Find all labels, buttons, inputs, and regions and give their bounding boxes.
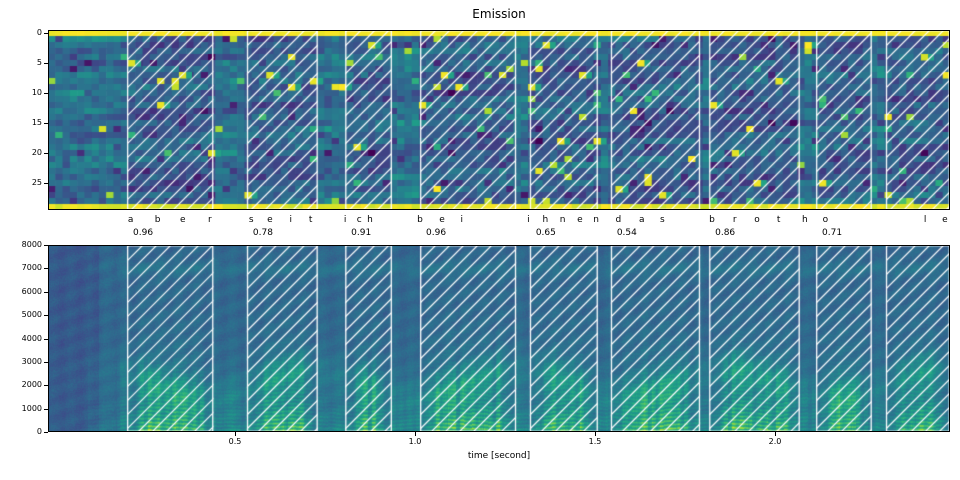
spectrogram-x-tick-mark [235, 432, 236, 436]
spectrogram-y-tick-mark [44, 268, 48, 270]
spectrogram-y-tick-mark [44, 385, 48, 387]
aligned-char-label: e [267, 215, 273, 225]
word-score-label: 0.71 [822, 228, 843, 238]
emission-y-tick-mark [44, 63, 48, 64]
spectrogram-y-tick-label: 6000 [21, 286, 42, 296]
aligned-char-label: d [615, 215, 622, 225]
aligned-char-label: h [802, 215, 808, 225]
spectrogram-x-tick-mark [415, 432, 416, 436]
emission-y-tick-label: 20 [31, 148, 42, 157]
emission-y-tick-mark [44, 123, 48, 124]
aligned-char-label: b [154, 215, 161, 225]
emission-y-tick-label: 15 [31, 118, 42, 127]
x-axis-label: time [second] [467, 451, 531, 461]
emission-y-tick-mark [44, 153, 48, 154]
aligned-char-label: r [732, 215, 737, 225]
emission-plot [48, 30, 950, 210]
emission-y-tick-mark [44, 33, 48, 34]
spectrogram-canvas [48, 245, 950, 432]
aligned-char-label: o [822, 215, 829, 225]
aligned-char-label: n [559, 215, 566, 225]
emission-canvas [48, 30, 950, 210]
aligned-char-label: i [527, 215, 530, 225]
word-score-label: 0.86 [715, 228, 736, 238]
spectrogram-x-tick-label: 1.5 [588, 437, 602, 446]
aligned-char-label: n [593, 215, 599, 225]
aligned-char-label: o [754, 215, 760, 225]
spectrogram-y-tick-label: 2000 [21, 380, 42, 390]
spectrogram-y-tick-mark [44, 361, 48, 363]
aligned-char-label: i [289, 215, 293, 225]
spectrogram-y-tick-mark [44, 291, 48, 293]
aligned-char-label: h [367, 215, 373, 225]
aligned-char-label: b [709, 215, 715, 225]
spectrogram-x-tick-mark [775, 432, 776, 436]
aligned-char-label: s [659, 215, 665, 225]
spectrogram-x-tick-label: 2.0 [768, 437, 782, 446]
word-score-label: 0.54 [616, 228, 637, 238]
aligned-char-label: r [207, 215, 212, 225]
aligned-char-label: h [542, 215, 549, 225]
emission-y-tick-label: 0 [36, 28, 42, 37]
emission-y-tick-mark [44, 93, 48, 94]
spectrogram-y-tick-mark [44, 432, 48, 433]
aligned-char-label: a [639, 215, 645, 225]
emission-y-tick-label: 5 [36, 58, 42, 67]
aligned-char-label: e [439, 215, 445, 225]
word-score-label: 0.91 [351, 228, 372, 238]
spectrogram-x-tick-label: 1.0 [408, 437, 422, 446]
spectrogram-x-tick-mark [595, 432, 596, 436]
spectrogram-y-tick-label: 8000 [21, 240, 42, 249]
spectrogram-y-tick-label: 7000 [21, 263, 42, 273]
spectrogram-y-tick-mark [44, 408, 48, 410]
emission-y-tick-label: 25 [31, 178, 42, 187]
aligned-char-label: c [356, 215, 362, 225]
spectrogram-y-tick-label: 4000 [21, 333, 42, 343]
spectrogram-x-tick-label: 0.5 [228, 437, 242, 446]
aligned-char-label: t [308, 215, 313, 225]
spectrogram-y-tick-mark [44, 245, 48, 246]
spectrogram-y-tick-label: 5000 [21, 310, 42, 320]
aligned-char-label: a [127, 215, 134, 225]
aligned-char-label: e [942, 215, 948, 225]
spectrogram-y-tick-mark [44, 315, 48, 317]
spectrogram-y-tick-mark [44, 338, 48, 340]
word-score-label: 0.65 [535, 228, 556, 238]
spectrogram-y-tick-label: 0 [36, 427, 42, 436]
word-score-label: 0.78 [252, 228, 273, 238]
emission-plot-title: Emission [472, 7, 526, 21]
aligned-char-label: e [577, 215, 583, 225]
aligned-char-label: i [343, 215, 347, 225]
word-score-label: 0.96 [133, 228, 154, 238]
emission-y-tick-label: 10 [31, 88, 42, 97]
spectrogram-y-tick-label: 3000 [21, 356, 42, 366]
aligned-char-label: e [180, 215, 186, 225]
aligned-char-label: s [248, 215, 254, 225]
aligned-char-label: b [417, 215, 423, 225]
spectrogram-plot [48, 245, 950, 432]
word-score-label: 0.96 [426, 228, 447, 238]
spectrogram-y-tick-label: 1000 [21, 403, 42, 413]
aligned-char-label: l [923, 215, 927, 225]
aligned-char-label: i [460, 215, 464, 225]
aligned-char-label: t [776, 215, 781, 225]
emission-y-tick-mark [44, 183, 48, 184]
